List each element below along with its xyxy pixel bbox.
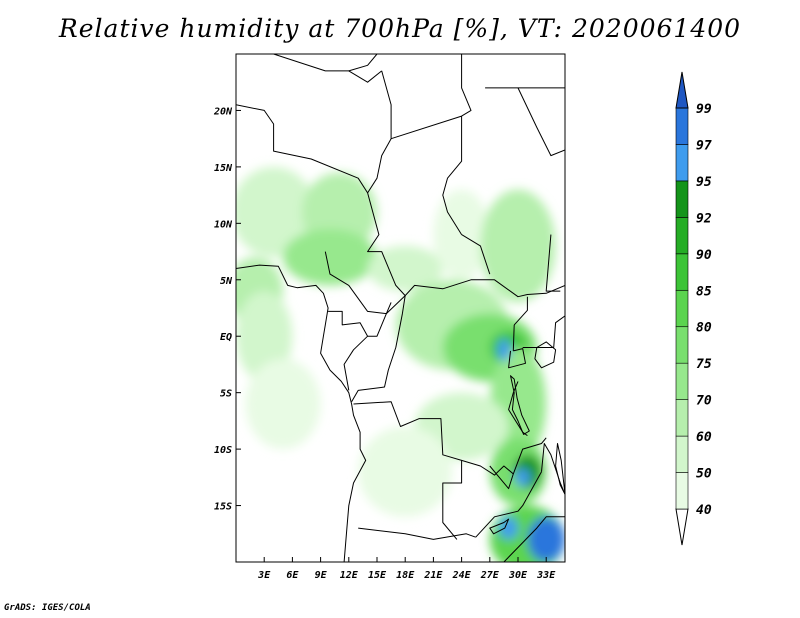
colorbar-segment-80 xyxy=(675,289,689,328)
lake-outline-3 xyxy=(489,518,510,535)
colorbar-label: 95 xyxy=(696,175,712,190)
country-border-24 xyxy=(541,443,565,495)
colorbar-segment-85 xyxy=(675,253,689,291)
grads-credit: GrADS: IGES/COLA xyxy=(4,603,91,613)
country-border-6 xyxy=(461,234,491,275)
y-tick-label: EQ xyxy=(220,332,232,343)
colorbar-segment-95 xyxy=(675,144,689,182)
y-tick-label: 15N xyxy=(214,163,233,174)
map-frame xyxy=(235,53,566,563)
y-tick-label: 5S xyxy=(220,389,232,400)
country-border-19 xyxy=(508,381,528,437)
country-border-9 xyxy=(545,234,561,292)
coastline-0 xyxy=(236,264,367,562)
geography-outlines xyxy=(236,54,565,562)
x-axis: 3E 6E 9E 12E 15E 18E 21E 24E 27E 30E 33E xyxy=(257,557,556,581)
colorbar-segment-90 xyxy=(675,217,689,255)
colorbar-label: 40 xyxy=(696,503,712,518)
country-border-18 xyxy=(512,437,547,475)
humidity-field xyxy=(236,166,565,562)
colorbar-label: 90 xyxy=(696,248,712,263)
colorbar-label: 97 xyxy=(696,138,712,153)
country-border-8 xyxy=(517,87,565,157)
colorbar-label: 75 xyxy=(696,357,712,372)
colorbar-segment-40 xyxy=(675,472,689,510)
country-border-0 xyxy=(236,104,565,298)
country-border-17 xyxy=(461,459,514,490)
y-tick-label: 10N xyxy=(214,219,233,230)
x-tick-label: 24E xyxy=(452,570,472,581)
humidity-cell-21 xyxy=(497,338,511,362)
country-border-25 xyxy=(503,516,565,562)
colorbar-label: 60 xyxy=(696,430,712,445)
x-tick-label: 27E xyxy=(480,570,500,581)
colorbar-segment-92 xyxy=(675,180,689,218)
country-border-2 xyxy=(348,54,378,72)
y-tick-label: 15S xyxy=(214,502,232,513)
lake-outline-0 xyxy=(534,341,557,369)
humidity-cell-2 xyxy=(283,228,377,286)
humidity-cell-14 xyxy=(358,426,453,517)
colorbar-label: 85 xyxy=(696,284,712,299)
country-border-15 xyxy=(358,527,476,540)
country-border-12 xyxy=(367,295,406,337)
x-tick-label: 6E xyxy=(286,570,299,581)
country-border-5 xyxy=(442,116,463,235)
country-border-4 xyxy=(390,54,472,140)
lake-outline-2 xyxy=(555,443,565,495)
colorbar-segment-97 xyxy=(675,107,689,145)
colorbar-low-arrow xyxy=(675,508,689,546)
country-border-3 xyxy=(367,70,392,194)
colorbar-label: 80 xyxy=(696,321,712,336)
country-border-21 xyxy=(512,324,515,351)
colorbar-segment-50 xyxy=(675,435,689,473)
y-tick-label: 5N xyxy=(220,276,233,287)
humidity-cell-4 xyxy=(236,291,293,382)
humidity-cell-5 xyxy=(245,358,321,450)
humidity-cell-18 xyxy=(527,516,565,562)
humidity-cell-6 xyxy=(367,245,443,292)
y-tick-label: 20N xyxy=(213,106,233,117)
chart-title: Relative humidity at 700hPa [%], VT: 202… xyxy=(58,14,742,43)
colorbar-label: 99 xyxy=(696,102,712,117)
map-panel: 3E 6E 9E 12E 15E 18E 21E 24E 27E 30E 33E 20N 15N 10N… xyxy=(213,53,566,581)
x-tick-label: 3E xyxy=(257,570,271,581)
colorbar-label: 92 xyxy=(696,211,712,226)
x-tick-label: 21E xyxy=(423,570,443,581)
x-tick-label: 9E xyxy=(315,570,328,581)
country-border-22 xyxy=(513,296,528,326)
x-tick-label: 30E xyxy=(508,570,528,581)
colorbar-segment-75 xyxy=(675,326,689,364)
colorbar-segment-60 xyxy=(675,399,689,437)
x-tick-label: 18E xyxy=(396,570,415,581)
y-tick-label: 10S xyxy=(214,445,232,456)
country-border-11 xyxy=(328,310,369,391)
x-tick-label: 15E xyxy=(368,570,387,581)
colorbar-label: 70 xyxy=(696,394,712,409)
colorbar-segment-70 xyxy=(675,362,689,400)
humidity-cell-20 xyxy=(515,468,531,487)
y-axis: 20N 15N 10N 5N EQ 5S 10S 15S xyxy=(213,106,241,513)
country-border-10 xyxy=(324,251,392,315)
x-tick-label: 33E xyxy=(536,570,556,581)
colorbar: 40 50 60 70 75 80 85 90 92 95 97 99 xyxy=(675,71,712,546)
colorbar-label: 50 xyxy=(696,467,712,482)
lake-outline-1 xyxy=(510,375,530,435)
country-border-14 xyxy=(353,401,463,540)
country-border-13 xyxy=(351,295,406,402)
country-border-20 xyxy=(508,348,526,369)
colorbar-high-arrow xyxy=(675,71,689,109)
humidity-cell-8 xyxy=(480,189,556,303)
x-tick-label: 12E xyxy=(340,570,359,581)
country-border-23 xyxy=(522,315,565,348)
humidity-cell-0 xyxy=(236,166,316,258)
country-border-16 xyxy=(475,471,542,538)
